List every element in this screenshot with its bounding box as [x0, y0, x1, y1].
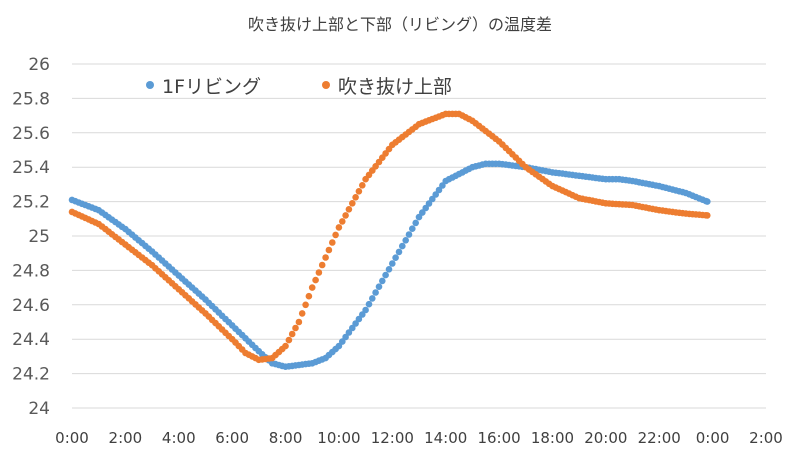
data-point	[292, 324, 299, 332]
data-point	[329, 239, 336, 246]
data-point	[315, 269, 323, 276]
series-layer	[68, 110, 711, 371]
x-tick-label: 20:00	[584, 429, 627, 447]
data-point	[375, 283, 383, 291]
data-point	[339, 338, 346, 345]
data-point	[355, 188, 363, 195]
legend-marker	[322, 81, 330, 89]
data-point	[298, 310, 306, 317]
data-point	[362, 306, 369, 314]
legend-label: 1Fリビング	[162, 76, 261, 98]
x-tick-label: 2:00	[109, 429, 143, 447]
data-point	[308, 284, 316, 291]
data-point	[318, 261, 326, 269]
series-1	[68, 110, 711, 364]
data-point	[355, 315, 363, 323]
y-tick-label: 25.6	[12, 124, 50, 144]
y-tick-label: 24	[28, 399, 50, 419]
x-tick-label: 12:00	[371, 429, 414, 447]
x-tick-label: 6:00	[215, 429, 249, 447]
chart-title: 吹き抜け上部と下部（リビング）の温度差	[248, 15, 552, 34]
x-tick-label: 4:00	[162, 429, 196, 447]
legend: 1Fリビング 吹き抜け上部	[146, 76, 452, 98]
data-point	[305, 292, 313, 300]
data-point	[372, 289, 379, 296]
data-point	[332, 231, 339, 239]
y-tick-label: 24.6	[12, 296, 50, 316]
data-point	[288, 330, 296, 338]
data-point	[352, 194, 359, 201]
data-point	[302, 301, 309, 309]
y-tick-label: 25.4	[12, 158, 50, 178]
data-point	[322, 254, 329, 261]
x-tick-label: 10:00	[317, 429, 360, 447]
data-point	[412, 219, 420, 227]
x-tick-label: 8:00	[269, 429, 303, 447]
data-point	[335, 342, 343, 350]
y-tick-label: 26	[28, 55, 50, 75]
x-tick-label: 0:00	[55, 429, 89, 447]
x-tick-layer: 0:00 2:00 4:00 6:00 8:00 10:00 12:00 14:00 16:00…	[55, 429, 783, 447]
data-point	[399, 242, 406, 250]
y-tick-label: 25.2	[12, 193, 50, 213]
y-tick-layer: 24 24.2 24.4 24.6 24.8 25 25.2 25.4 25.6 25.8 26	[12, 55, 50, 419]
x-tick-label: 14:00	[424, 429, 467, 447]
y-tick-label: 24.2	[12, 365, 50, 385]
data-point	[312, 276, 319, 284]
grid-layer	[72, 63, 766, 409]
data-point	[405, 231, 413, 238]
data-point	[285, 336, 293, 344]
data-point	[365, 300, 373, 308]
data-point	[342, 212, 349, 219]
data-point	[429, 195, 436, 203]
data-point	[349, 200, 356, 207]
x-tick-label: 0:00	[696, 429, 730, 447]
y-tick-label: 25	[28, 227, 50, 247]
data-point	[435, 186, 443, 194]
y-tick-label: 25.8	[12, 89, 50, 109]
data-point	[345, 206, 353, 213]
data-point	[325, 246, 333, 254]
data-point	[345, 329, 353, 336]
data-point	[419, 209, 426, 216]
x-tick-label: 18:00	[531, 429, 574, 447]
data-point	[409, 225, 416, 232]
y-tick-label: 24.8	[12, 261, 50, 281]
data-point	[369, 295, 376, 302]
data-point	[335, 224, 343, 231]
x-tick-label: 22:00	[638, 429, 681, 447]
data-point	[282, 342, 289, 350]
data-point	[392, 254, 399, 261]
data-point	[704, 212, 711, 219]
data-point	[339, 218, 346, 225]
data-point	[402, 237, 410, 244]
legend-label: 吹き抜け上部	[338, 76, 452, 98]
data-point	[385, 266, 393, 273]
data-point	[382, 271, 389, 279]
x-tick-label: 2:00	[749, 429, 783, 447]
legend-marker	[146, 81, 154, 89]
data-point	[704, 198, 711, 205]
data-point	[295, 318, 303, 326]
data-point	[389, 260, 396, 267]
data-point	[379, 277, 386, 285]
x-tick-label: 16:00	[477, 429, 520, 447]
data-point	[395, 248, 403, 256]
data-point	[359, 182, 366, 189]
y-tick-label: 24.4	[12, 330, 50, 350]
